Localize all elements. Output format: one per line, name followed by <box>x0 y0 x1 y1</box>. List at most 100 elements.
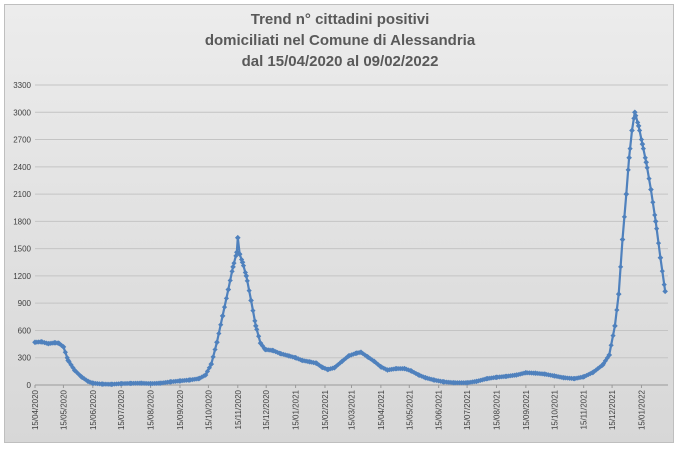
data-point <box>618 264 624 270</box>
x-tick-label: 15/04/2021 <box>377 389 386 430</box>
data-point <box>532 370 539 376</box>
data-point <box>118 380 125 387</box>
chart-title-line-2: domiciliati nel Comune di Alessandria <box>204 32 476 49</box>
data-point <box>440 379 447 385</box>
data-point <box>250 308 256 314</box>
data-point <box>273 349 279 355</box>
data-point <box>604 355 610 361</box>
data-point <box>108 381 115 388</box>
data-point <box>599 362 606 368</box>
data-point <box>167 379 174 385</box>
data-point <box>635 123 642 129</box>
data-point <box>259 343 266 349</box>
data-point <box>218 322 224 328</box>
y-tick-label: 1800 <box>13 217 31 226</box>
x-tick-label: 15/10/2020 <box>204 389 213 430</box>
data-point <box>157 380 163 386</box>
data-point <box>580 374 587 380</box>
data-point <box>571 375 577 382</box>
data-point <box>585 371 592 378</box>
data-point <box>319 364 325 371</box>
data-point <box>70 364 76 371</box>
x-tick-label: 15/07/2021 <box>463 389 472 430</box>
x-tick-label: 15/09/2021 <box>522 389 531 430</box>
data-point <box>212 346 218 353</box>
data-point <box>615 291 622 297</box>
data-point <box>62 349 68 355</box>
data-point <box>74 369 80 375</box>
data-point <box>339 358 345 365</box>
data-point <box>65 357 71 364</box>
y-tick-label: 3300 <box>13 81 31 90</box>
data-point <box>422 374 429 381</box>
data-point <box>202 372 209 378</box>
y-tick-label: 2700 <box>13 136 31 145</box>
data-point <box>640 146 646 152</box>
data-point <box>621 214 628 220</box>
data-point <box>623 191 630 197</box>
data-point <box>313 360 320 366</box>
data-point <box>335 361 341 368</box>
y-tick-label: 1200 <box>13 272 31 281</box>
series-line <box>32 109 668 388</box>
data-point <box>619 236 626 243</box>
data-point <box>216 330 222 337</box>
data-point <box>652 212 658 218</box>
data-point <box>408 368 414 374</box>
data-point <box>196 375 202 382</box>
data-point <box>75 371 82 377</box>
x-tick-label: 15/06/2020 <box>89 389 98 430</box>
x-tick-label: 15/08/2020 <box>147 389 156 430</box>
x-tick-label: 15/10/2021 <box>550 389 559 430</box>
data-point <box>64 355 70 361</box>
data-point <box>99 381 106 387</box>
data-point <box>614 307 620 313</box>
data-point <box>378 364 384 370</box>
x-tick-label: 15/04/2020 <box>31 389 40 430</box>
data-point <box>262 346 269 353</box>
data-point <box>493 374 500 381</box>
data-point <box>473 378 480 385</box>
data-point <box>201 373 207 379</box>
data-point <box>358 349 364 356</box>
data-point <box>248 297 254 304</box>
x-tick-label: 15/01/2021 <box>292 389 301 430</box>
data-point <box>234 249 240 256</box>
data-point <box>252 318 258 324</box>
gridlines <box>35 84 668 386</box>
data-point <box>606 352 613 358</box>
data-point <box>415 372 422 378</box>
data-point <box>239 259 246 266</box>
data-point <box>277 350 284 357</box>
data-point <box>375 361 381 368</box>
data-point <box>587 371 593 377</box>
x-tick-label: 15/01/2022 <box>637 389 646 430</box>
x-tick-label: 15/11/2020 <box>234 389 243 429</box>
data-point <box>644 165 650 171</box>
data-point <box>186 377 193 383</box>
data-point <box>661 282 667 288</box>
chart-title-line-1: Trend n° cittadini positivi <box>250 11 430 28</box>
data-point <box>219 313 226 319</box>
data-point <box>373 360 379 366</box>
data-point <box>345 353 352 359</box>
x-tick-label: 15/02/2021 <box>321 389 330 430</box>
data-point <box>252 323 259 329</box>
x-tick-label: 15/03/2021 <box>348 389 357 430</box>
data-point <box>642 155 648 161</box>
data-point <box>138 380 144 386</box>
data-point <box>602 358 609 364</box>
data-point <box>78 374 85 380</box>
data-point <box>243 273 250 279</box>
data-point <box>655 240 662 246</box>
data-point <box>221 304 228 310</box>
data-point <box>662 288 668 295</box>
data-point <box>343 355 349 361</box>
data-point <box>286 353 292 359</box>
data-point <box>608 342 614 348</box>
y-tick-label: 300 <box>18 354 32 363</box>
data-point <box>85 378 91 385</box>
data-point <box>45 340 52 347</box>
data-point <box>638 136 645 143</box>
x-tick-label: 15/08/2021 <box>492 389 501 430</box>
